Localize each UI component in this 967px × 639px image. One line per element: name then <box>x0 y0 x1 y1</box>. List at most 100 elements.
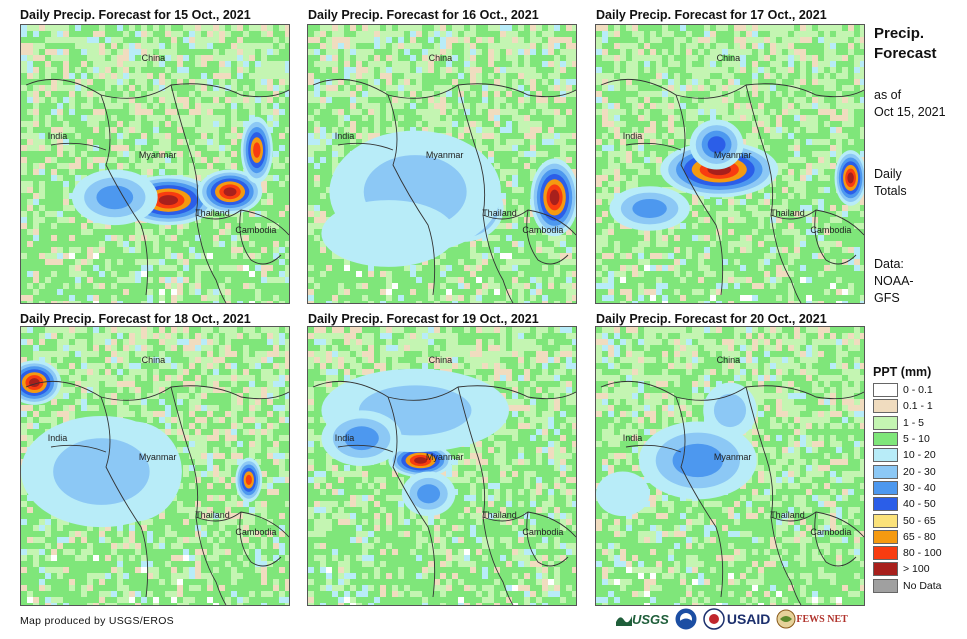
place-label-china: China <box>716 354 741 365</box>
legend-swatch <box>873 529 898 544</box>
source-line3: GFS <box>874 291 900 305</box>
precip-map-3: China India Myanmar Thailand Cambodia <box>595 24 865 304</box>
legend-title: PPT (mm) <box>873 365 932 379</box>
legend-item: 65 - 80 <box>873 529 942 545</box>
precip-field <box>596 25 864 303</box>
place-label-myanmar: Myanmar <box>713 452 752 463</box>
place-label-thailand: Thailand <box>482 510 517 521</box>
place-label-myanmar: Myanmar <box>138 150 177 161</box>
legend-label: > 100 <box>903 563 930 576</box>
legend-item: No Data <box>873 578 942 594</box>
legend-label: 80 - 100 <box>903 547 942 560</box>
noaa-seal-icon <box>675 608 697 630</box>
place-label-cambodia: Cambodia <box>235 225 277 236</box>
place-label-thailand: Thailand <box>770 510 805 521</box>
precip-map-4: China India Myanmar Thailand Cambodia <box>20 326 290 606</box>
legend-label: 40 - 50 <box>903 498 936 511</box>
legend-swatch <box>873 464 898 479</box>
fewsnet-globe-icon <box>776 609 796 629</box>
legend-label: 5 - 10 <box>903 433 930 446</box>
daily-line2: Totals <box>874 184 907 198</box>
legend-swatch <box>873 513 898 528</box>
sidebar-title-line1: Precip. <box>874 25 925 42</box>
logo-strip: USGS USAID FEWS NET <box>616 605 848 633</box>
place-label-china: China <box>141 52 166 63</box>
place-label-china: China <box>428 354 453 365</box>
legend-swatch <box>873 383 898 398</box>
precip-map-5: China India Myanmar Thailand Cambodia <box>307 326 577 606</box>
legend-item: 10 - 20 <box>873 447 942 463</box>
place-label-cambodia: Cambodia <box>522 527 564 538</box>
precip-field <box>21 25 289 303</box>
usgs-logo-text: USGS <box>632 611 669 627</box>
place-label-india: India <box>334 432 355 443</box>
legend-item: > 100 <box>873 561 942 577</box>
legend-label: 1 - 5 <box>903 416 925 429</box>
usgs-wave-icon <box>616 616 632 626</box>
place-label-india: India <box>622 130 643 141</box>
daily-totals-text: Daily Totals <box>874 166 907 200</box>
precip-map-2: China India Myanmar Thailand Cambodia <box>307 24 577 304</box>
asof-line1: as of <box>874 88 902 102</box>
legend-swatch <box>873 578 898 593</box>
legend-item: 1 - 5 <box>873 415 942 431</box>
place-label-india: India <box>622 432 643 443</box>
legend-label: 0 - 0.1 <box>903 384 933 397</box>
map-credit: Map produced by USGS/EROS <box>20 615 174 627</box>
place-label-thailand: Thailand <box>195 208 230 219</box>
legend-label: 20 - 30 <box>903 465 936 478</box>
place-label-china: China <box>141 354 166 365</box>
place-label-cambodia: Cambodia <box>522 225 564 236</box>
panel-title-6: Daily Precip. Forecast for 20 Oct., 2021 <box>596 312 827 326</box>
place-label-thailand: Thailand <box>195 510 230 521</box>
sidebar-title-line2: Forecast <box>874 45 937 62</box>
place-label-myanmar: Myanmar <box>425 452 464 463</box>
precip-map-1: China India Myanmar Thailand Cambodia <box>20 24 290 304</box>
usgs-logo: USGS <box>616 612 669 627</box>
panel-title-2: Daily Precip. Forecast for 16 Oct., 2021 <box>308 8 539 22</box>
legend: 0 - 0.1 0.1 - 1 1 - 5 5 - 10 10 - 20 20 - 30 3… <box>873 382 942 594</box>
precip-field <box>596 327 864 605</box>
data-source-text: Data: NOAA- GFS <box>874 256 914 307</box>
legend-label: No Data <box>903 579 942 592</box>
noaa-logo <box>675 608 697 630</box>
panel-title-1: Daily Precip. Forecast for 15 Oct., 2021 <box>20 8 251 22</box>
place-label-china: China <box>428 52 453 63</box>
usaid-seal-icon <box>703 608 725 630</box>
place-label-india: India <box>47 130 68 141</box>
usaid-logo-text: USAID <box>726 611 771 627</box>
legend-item: 5 - 10 <box>873 431 942 447</box>
place-label-cambodia: Cambodia <box>235 527 277 538</box>
place-label-myanmar: Myanmar <box>713 150 752 161</box>
precip-field <box>308 327 576 605</box>
legend-swatch <box>873 415 898 430</box>
legend-item: 80 - 100 <box>873 545 942 561</box>
legend-item: 40 - 50 <box>873 496 942 512</box>
place-label-myanmar: Myanmar <box>425 150 464 161</box>
legend-swatch <box>873 562 898 577</box>
sidebar-title: Precip. Forecast <box>874 24 937 64</box>
place-label-india: India <box>334 130 355 141</box>
place-label-myanmar: Myanmar <box>138 452 177 463</box>
precip-field <box>308 25 576 303</box>
panel-title-4: Daily Precip. Forecast for 18 Oct., 2021 <box>20 312 251 326</box>
usaid-logo: USAID <box>703 608 771 630</box>
legend-swatch <box>873 399 898 414</box>
source-line2: NOAA- <box>874 274 914 288</box>
asof-line2: Oct 15, 2021 <box>874 105 946 119</box>
place-label-cambodia: Cambodia <box>810 225 852 236</box>
legend-item: 0 - 0.1 <box>873 382 942 398</box>
legend-swatch <box>873 448 898 463</box>
daily-line1: Daily <box>874 167 902 181</box>
legend-swatch <box>873 497 898 512</box>
place-label-india: India <box>47 432 68 443</box>
legend-label: 0.1 - 1 <box>903 400 933 413</box>
place-label-china: China <box>716 52 741 63</box>
legend-label: 10 - 20 <box>903 449 936 462</box>
legend-label: 50 - 65 <box>903 514 936 527</box>
asof-text: as of Oct 15, 2021 <box>874 87 946 121</box>
legend-label: 30 - 40 <box>903 481 936 494</box>
legend-item: 20 - 30 <box>873 463 942 479</box>
fewsnet-logo-text: FEWS NET <box>796 613 848 625</box>
legend-swatch <box>873 432 898 447</box>
